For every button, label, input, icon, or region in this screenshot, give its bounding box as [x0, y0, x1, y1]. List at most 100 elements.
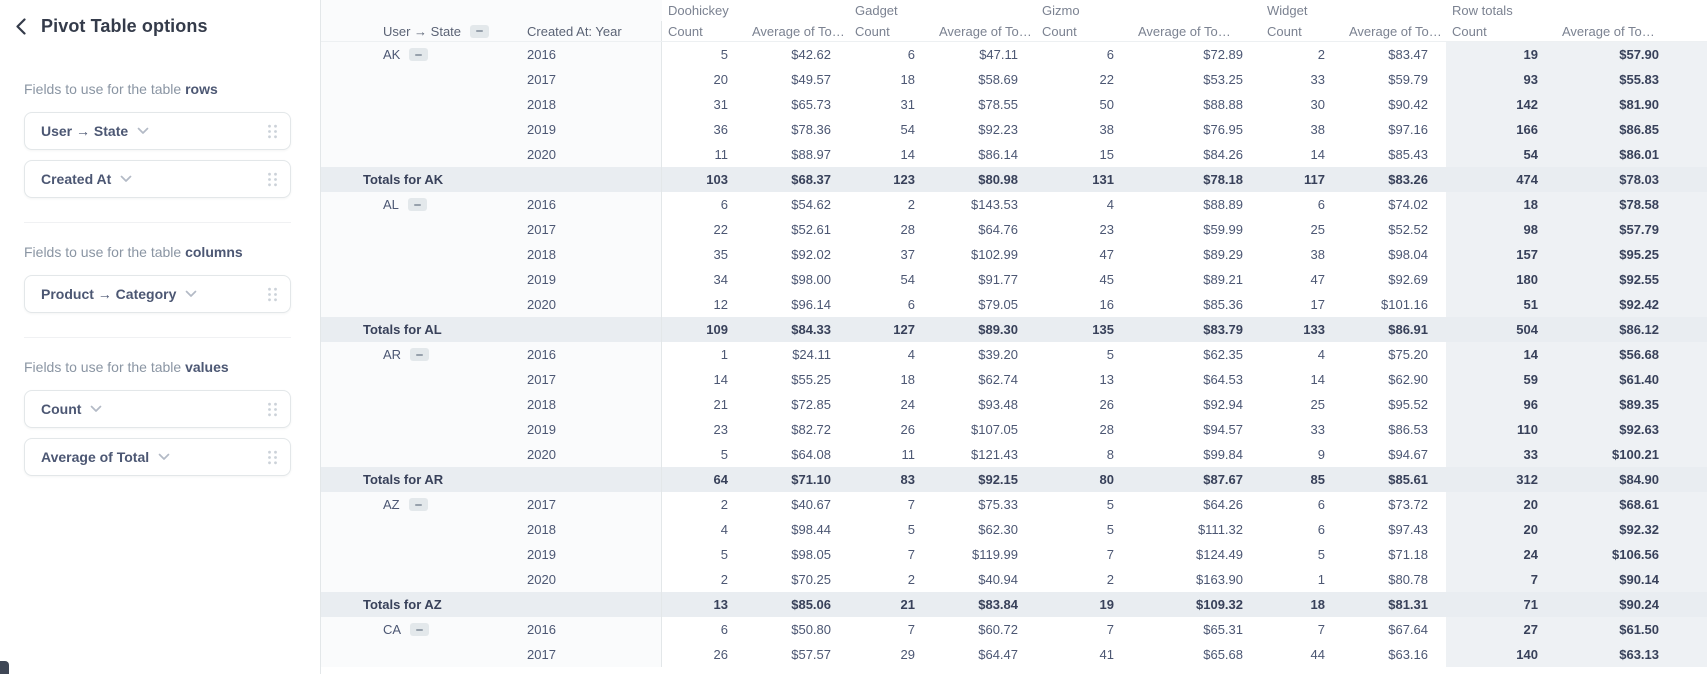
gadget-count-cell[interactable]: 6: [907, 297, 915, 312]
rowtotal-average-cell[interactable]: $86.85: [1556, 117, 1707, 142]
gizmo-average-cell[interactable]: $88.89: [1203, 197, 1243, 212]
collapse-group-button[interactable]: [407, 198, 427, 211]
gizmo-count-cell[interactable]: 8: [1106, 447, 1114, 462]
gizmo-count-cell[interactable]: 22: [1099, 72, 1114, 87]
rowtotal-average-cell[interactable]: $100.21: [1556, 442, 1707, 467]
rowtotal-count-cell[interactable]: 18: [1446, 192, 1556, 217]
widget-count-cell[interactable]: 1: [1317, 572, 1325, 587]
gizmo-count-cell[interactable]: 5: [1106, 497, 1114, 512]
doohickey-average-cell[interactable]: $98.44: [791, 522, 831, 537]
rowtotal-average-cell[interactable]: $84.90: [1556, 467, 1707, 492]
rowtotal-count-cell[interactable]: 98: [1446, 217, 1556, 242]
rowtotal-count-cell[interactable]: 27: [1446, 617, 1556, 642]
rowtotal-average-cell[interactable]: $90.14: [1556, 567, 1707, 592]
gizmo-average-cell[interactable]: $89.21: [1203, 272, 1243, 287]
gizmo-average-cell[interactable]: $78.18: [1132, 167, 1261, 192]
gadget-average-cell[interactable]: $64.76: [978, 222, 1018, 237]
collapse-all-button[interactable]: [470, 24, 490, 38]
gadget-average-cell[interactable]: $102.99: [971, 247, 1018, 262]
widget-average-cell[interactable]: $63.16: [1388, 647, 1428, 662]
rowtotal-average-cell[interactable]: $78.58: [1556, 192, 1707, 217]
rowtotal-average-cell[interactable]: $61.40: [1556, 367, 1707, 392]
rowtotal-average-cell[interactable]: $61.50: [1556, 617, 1707, 642]
widget-average-cell[interactable]: $67.64: [1388, 622, 1428, 637]
gadget-count-cell[interactable]: 7: [907, 622, 915, 637]
gizmo-average-cell[interactable]: $94.57: [1203, 422, 1243, 437]
doohickey-count-cell[interactable]: 26: [713, 647, 728, 662]
gizmo-count-cell[interactable]: 15: [1099, 147, 1114, 162]
gadget-average-cell[interactable]: $107.05: [971, 422, 1018, 437]
gadget-average-cell[interactable]: $91.77: [978, 272, 1018, 287]
widget-average-cell[interactable]: $59.79: [1388, 72, 1428, 87]
widget-average-cell[interactable]: $97.16: [1388, 122, 1428, 137]
gizmo-average-cell[interactable]: $76.95: [1203, 122, 1243, 137]
gizmo-count-cell[interactable]: 5: [1106, 347, 1114, 362]
gizmo-average-cell[interactable]: $124.49: [1196, 547, 1243, 562]
rowtotal-count-cell[interactable]: 157: [1446, 242, 1556, 267]
field-card-count[interactable]: Count: [24, 390, 291, 428]
widget-count-cell[interactable]: 44: [1310, 647, 1325, 662]
widget-average-cell[interactable]: $75.20: [1388, 347, 1428, 362]
widget-count-cell[interactable]: 117: [1261, 167, 1343, 192]
gadget-average-cell[interactable]: $58.69: [978, 72, 1018, 87]
rowtotal-count-cell[interactable]: 140: [1446, 642, 1556, 667]
widget-count-cell[interactable]: 33: [1310, 422, 1325, 437]
widget-average-cell[interactable]: $83.47: [1388, 47, 1428, 62]
widget-average-cell[interactable]: $73.72: [1388, 497, 1428, 512]
doohickey-average-cell[interactable]: $55.25: [791, 372, 831, 387]
gadget-count-cell[interactable]: 18: [900, 372, 915, 387]
rowtotal-count-cell[interactable]: 71: [1446, 592, 1556, 617]
rowtotal-average-cell[interactable]: $90.24: [1556, 592, 1707, 617]
gadget-average-cell[interactable]: $86.14: [978, 147, 1018, 162]
gadget-count-cell[interactable]: 83: [849, 467, 933, 492]
chevron-down-icon[interactable]: [185, 290, 197, 298]
gadget-count-cell[interactable]: 2: [907, 197, 915, 212]
widget-count-cell[interactable]: 14: [1310, 372, 1325, 387]
drag-handle-icon[interactable]: [267, 450, 278, 465]
widget-count-cell[interactable]: 18: [1261, 592, 1343, 617]
widget-average-cell[interactable]: $52.52: [1388, 222, 1428, 237]
widget-average-cell[interactable]: $95.52: [1388, 397, 1428, 412]
widget-count-cell[interactable]: 38: [1310, 122, 1325, 137]
doohickey-average-cell[interactable]: $82.72: [791, 422, 831, 437]
gadget-count-cell[interactable]: 26: [900, 422, 915, 437]
doohickey-average-cell[interactable]: $96.14: [791, 297, 831, 312]
gadget-average-cell[interactable]: $64.47: [978, 647, 1018, 662]
rowtotal-count-cell[interactable]: 166: [1446, 117, 1556, 142]
widget-average-cell[interactable]: $62.90: [1388, 372, 1428, 387]
widget-count-cell[interactable]: 33: [1310, 72, 1325, 87]
doohickey-average-cell[interactable]: $88.97: [791, 147, 831, 162]
doohickey-average-cell[interactable]: $52.61: [791, 222, 831, 237]
widget-average-cell[interactable]: $98.04: [1388, 247, 1428, 262]
gadget-count-cell[interactable]: 6: [907, 47, 915, 62]
widget-count-cell[interactable]: 133: [1261, 317, 1343, 342]
widget-count-cell[interactable]: 25: [1310, 222, 1325, 237]
gadget-count-cell[interactable]: 29: [900, 647, 915, 662]
rowtotal-count-cell[interactable]: 142: [1446, 92, 1556, 117]
doohickey-count-cell[interactable]: 13: [662, 592, 746, 617]
gizmo-count-cell[interactable]: 135: [1036, 317, 1132, 342]
chevron-down-icon[interactable]: [90, 405, 102, 413]
collapse-group-button[interactable]: [410, 623, 430, 636]
doohickey-average-cell[interactable]: $98.00: [791, 272, 831, 287]
doohickey-average-cell[interactable]: $65.73: [791, 97, 831, 112]
widget-average-cell[interactable]: $86.91: [1343, 317, 1446, 342]
rowtotal-average-cell[interactable]: $89.35: [1556, 392, 1707, 417]
gizmo-count-cell[interactable]: 47: [1099, 247, 1114, 262]
gadget-count-cell[interactable]: 28: [900, 222, 915, 237]
gadget-count-cell[interactable]: 54: [900, 272, 915, 287]
gizmo-average-cell[interactable]: $111.32: [1197, 522, 1243, 537]
gadget-count-cell[interactable]: 54: [900, 122, 915, 137]
chevron-down-icon[interactable]: [158, 453, 170, 461]
gizmo-average-cell[interactable]: $64.26: [1203, 497, 1243, 512]
gizmo-average-cell[interactable]: $72.89: [1203, 47, 1243, 62]
rowtotal-average-cell[interactable]: $78.03: [1556, 167, 1707, 192]
doohickey-average-cell[interactable]: $85.06: [746, 592, 849, 617]
rowtotal-average-cell[interactable]: $92.32: [1556, 517, 1707, 542]
widget-count-cell[interactable]: 6: [1317, 497, 1325, 512]
rowtotal-count-cell[interactable]: 93: [1446, 67, 1556, 92]
gadget-count-cell[interactable]: 2: [907, 572, 915, 587]
doohickey-average-cell[interactable]: $92.02: [791, 247, 831, 262]
gadget-average-cell[interactable]: $143.53: [971, 197, 1018, 212]
doohickey-count-cell[interactable]: 6: [720, 197, 728, 212]
